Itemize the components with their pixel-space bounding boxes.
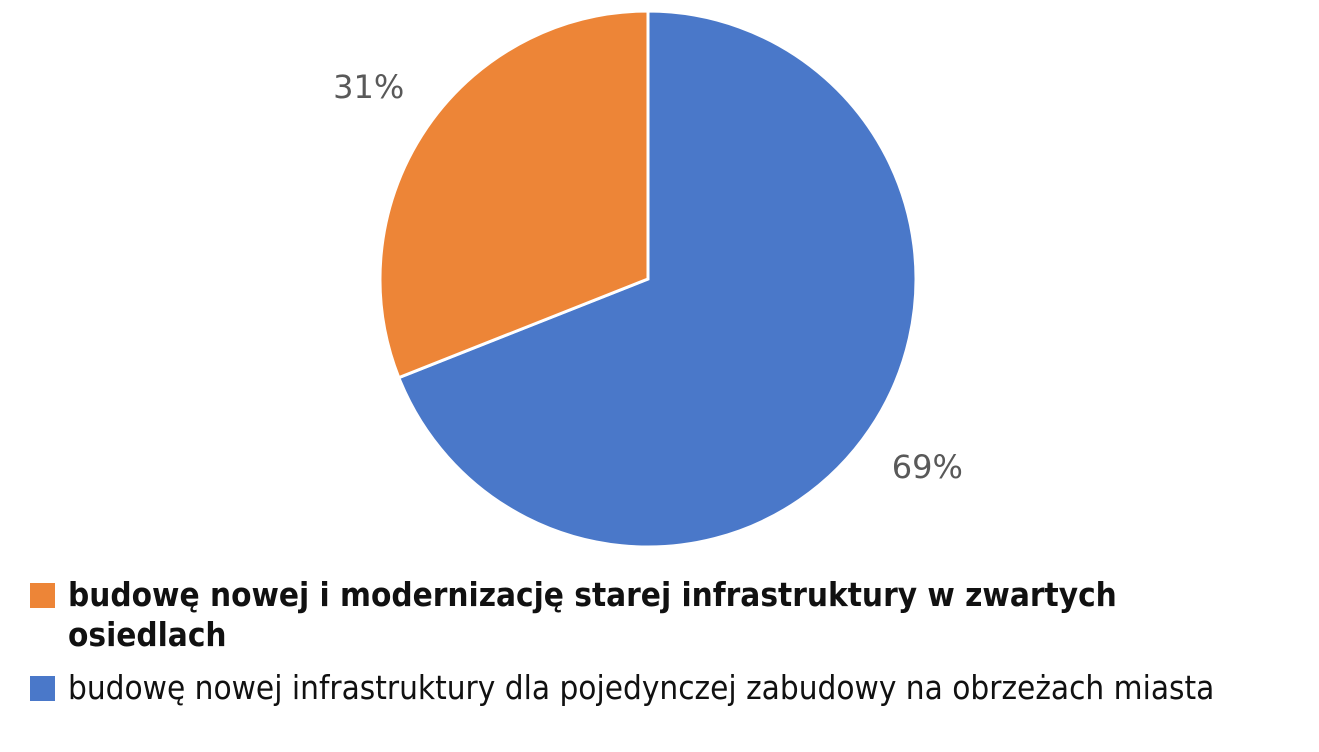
pie-slice [378, 9, 650, 380]
legend-swatch [30, 676, 55, 701]
legend-label: budowę nowej infrastruktury dla pojedync… [68, 668, 1215, 707]
data-label: 31% [333, 68, 404, 106]
legend-item: budowę nowej i modernizację starej infra… [30, 575, 1280, 655]
chart: 69% 31% [333, 9, 963, 549]
legend-swatch [30, 583, 55, 608]
legend-label: budowę nowej i modernizację starej infra… [68, 575, 1117, 654]
legend-item: budowę nowej infrastruktury dla pojedync… [30, 668, 1280, 708]
pie-slice [396, 9, 918, 549]
data-label: 69% [892, 448, 963, 486]
